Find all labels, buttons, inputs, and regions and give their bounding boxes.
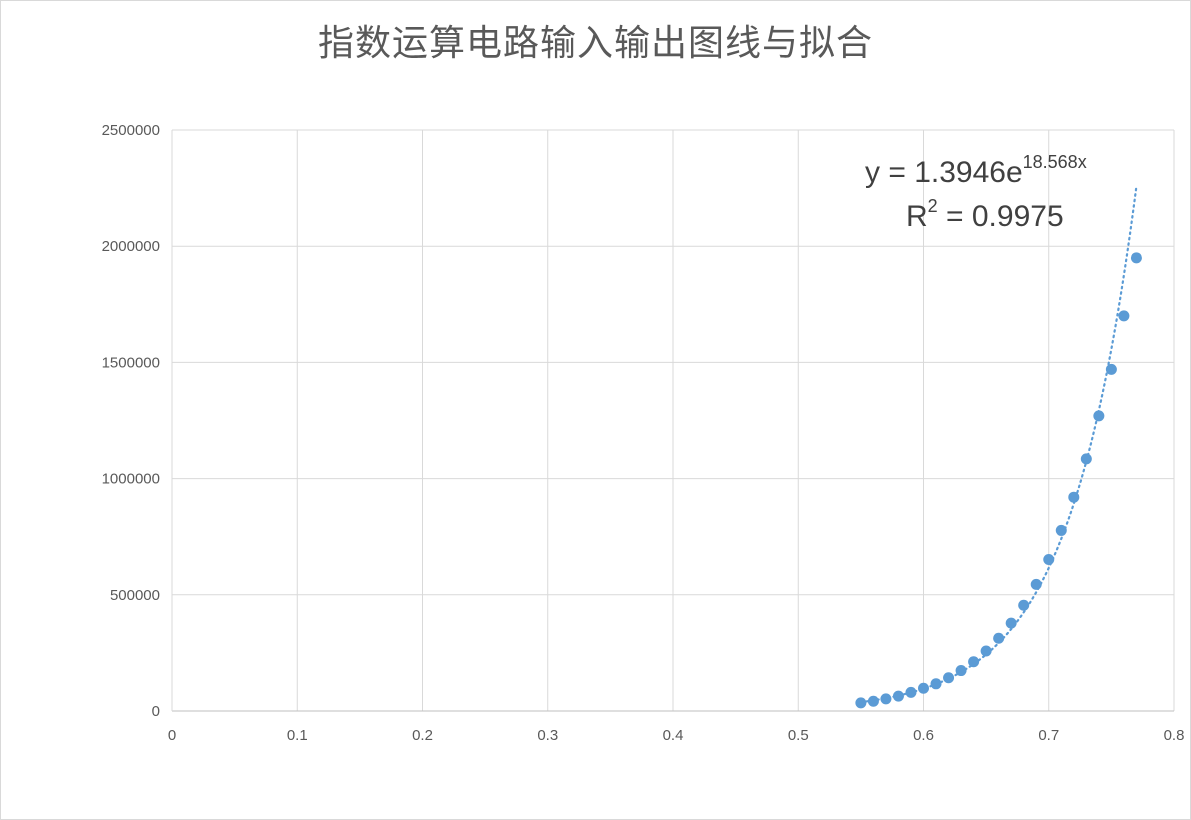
trendline-equation-base: y = 1.3946e (865, 156, 1023, 189)
trendline-equation: y = 1.3946e18.568x (865, 152, 1087, 189)
data-point (1055, 524, 1067, 536)
data-point (905, 686, 917, 698)
data-point (1068, 491, 1080, 503)
trendline (859, 185, 1138, 704)
data-point (918, 682, 929, 694)
x-tick-label: 0 (168, 727, 176, 744)
x-tick-label: 0.4 (663, 727, 684, 744)
grid-lines (171, 129, 1175, 711)
y-tick-label: 2000000 (102, 238, 160, 255)
x-tick-label: 0.1 (287, 727, 308, 744)
x-tick-label: 0.2 (412, 727, 433, 744)
data-point (1105, 363, 1117, 375)
data-point (1043, 553, 1055, 565)
y-tick-label: 1500000 (102, 354, 160, 371)
data-point (1018, 599, 1030, 611)
data-point (930, 678, 942, 690)
x-tick-label: 0.7 (1038, 727, 1059, 744)
y-tick-label: 0 (152, 703, 160, 720)
data-point (1130, 252, 1142, 264)
axes (171, 130, 1174, 712)
data-point (943, 672, 955, 684)
data-point (993, 632, 1005, 644)
x-tick-label: 0.8 (1164, 727, 1185, 744)
data-point (1080, 453, 1092, 465)
data-point (1030, 578, 1042, 590)
data-point (980, 645, 992, 657)
data-point (1005, 617, 1017, 629)
tick-labels: 0 0.1 0.2 0.3 0.4 0.5 0.6 0.7 0.8 0 500000 1000000 1… (102, 122, 1185, 744)
trendline-equation-exponent: 18.568x (1023, 152, 1087, 172)
chart-title: 指数运算电路输入输出图线与拟合 (317, 23, 873, 64)
r-squared-prefix: R (906, 200, 928, 233)
data-point (855, 697, 867, 709)
y-tick-label: 1000000 (102, 471, 160, 488)
data-point (892, 690, 904, 702)
trendline-group (859, 185, 1138, 704)
data-point (867, 695, 879, 707)
data-point (880, 693, 892, 705)
x-tick-label: 0.6 (913, 727, 934, 744)
data-point (1093, 410, 1105, 422)
data-point (955, 665, 967, 677)
y-tick-label: 2500000 (102, 122, 160, 139)
data-point (1118, 310, 1130, 322)
r-squared-superscript: 2 (928, 196, 938, 216)
r-squared-label: R2 = 0.9975 (906, 196, 1064, 233)
x-tick-label: 0.5 (788, 727, 809, 744)
r-squared-value: = 0.9975 (938, 200, 1064, 233)
y-tick-label: 500000 (110, 587, 160, 604)
data-points (855, 252, 1142, 709)
x-tick-label: 0.3 (537, 727, 558, 744)
data-point (968, 656, 980, 668)
